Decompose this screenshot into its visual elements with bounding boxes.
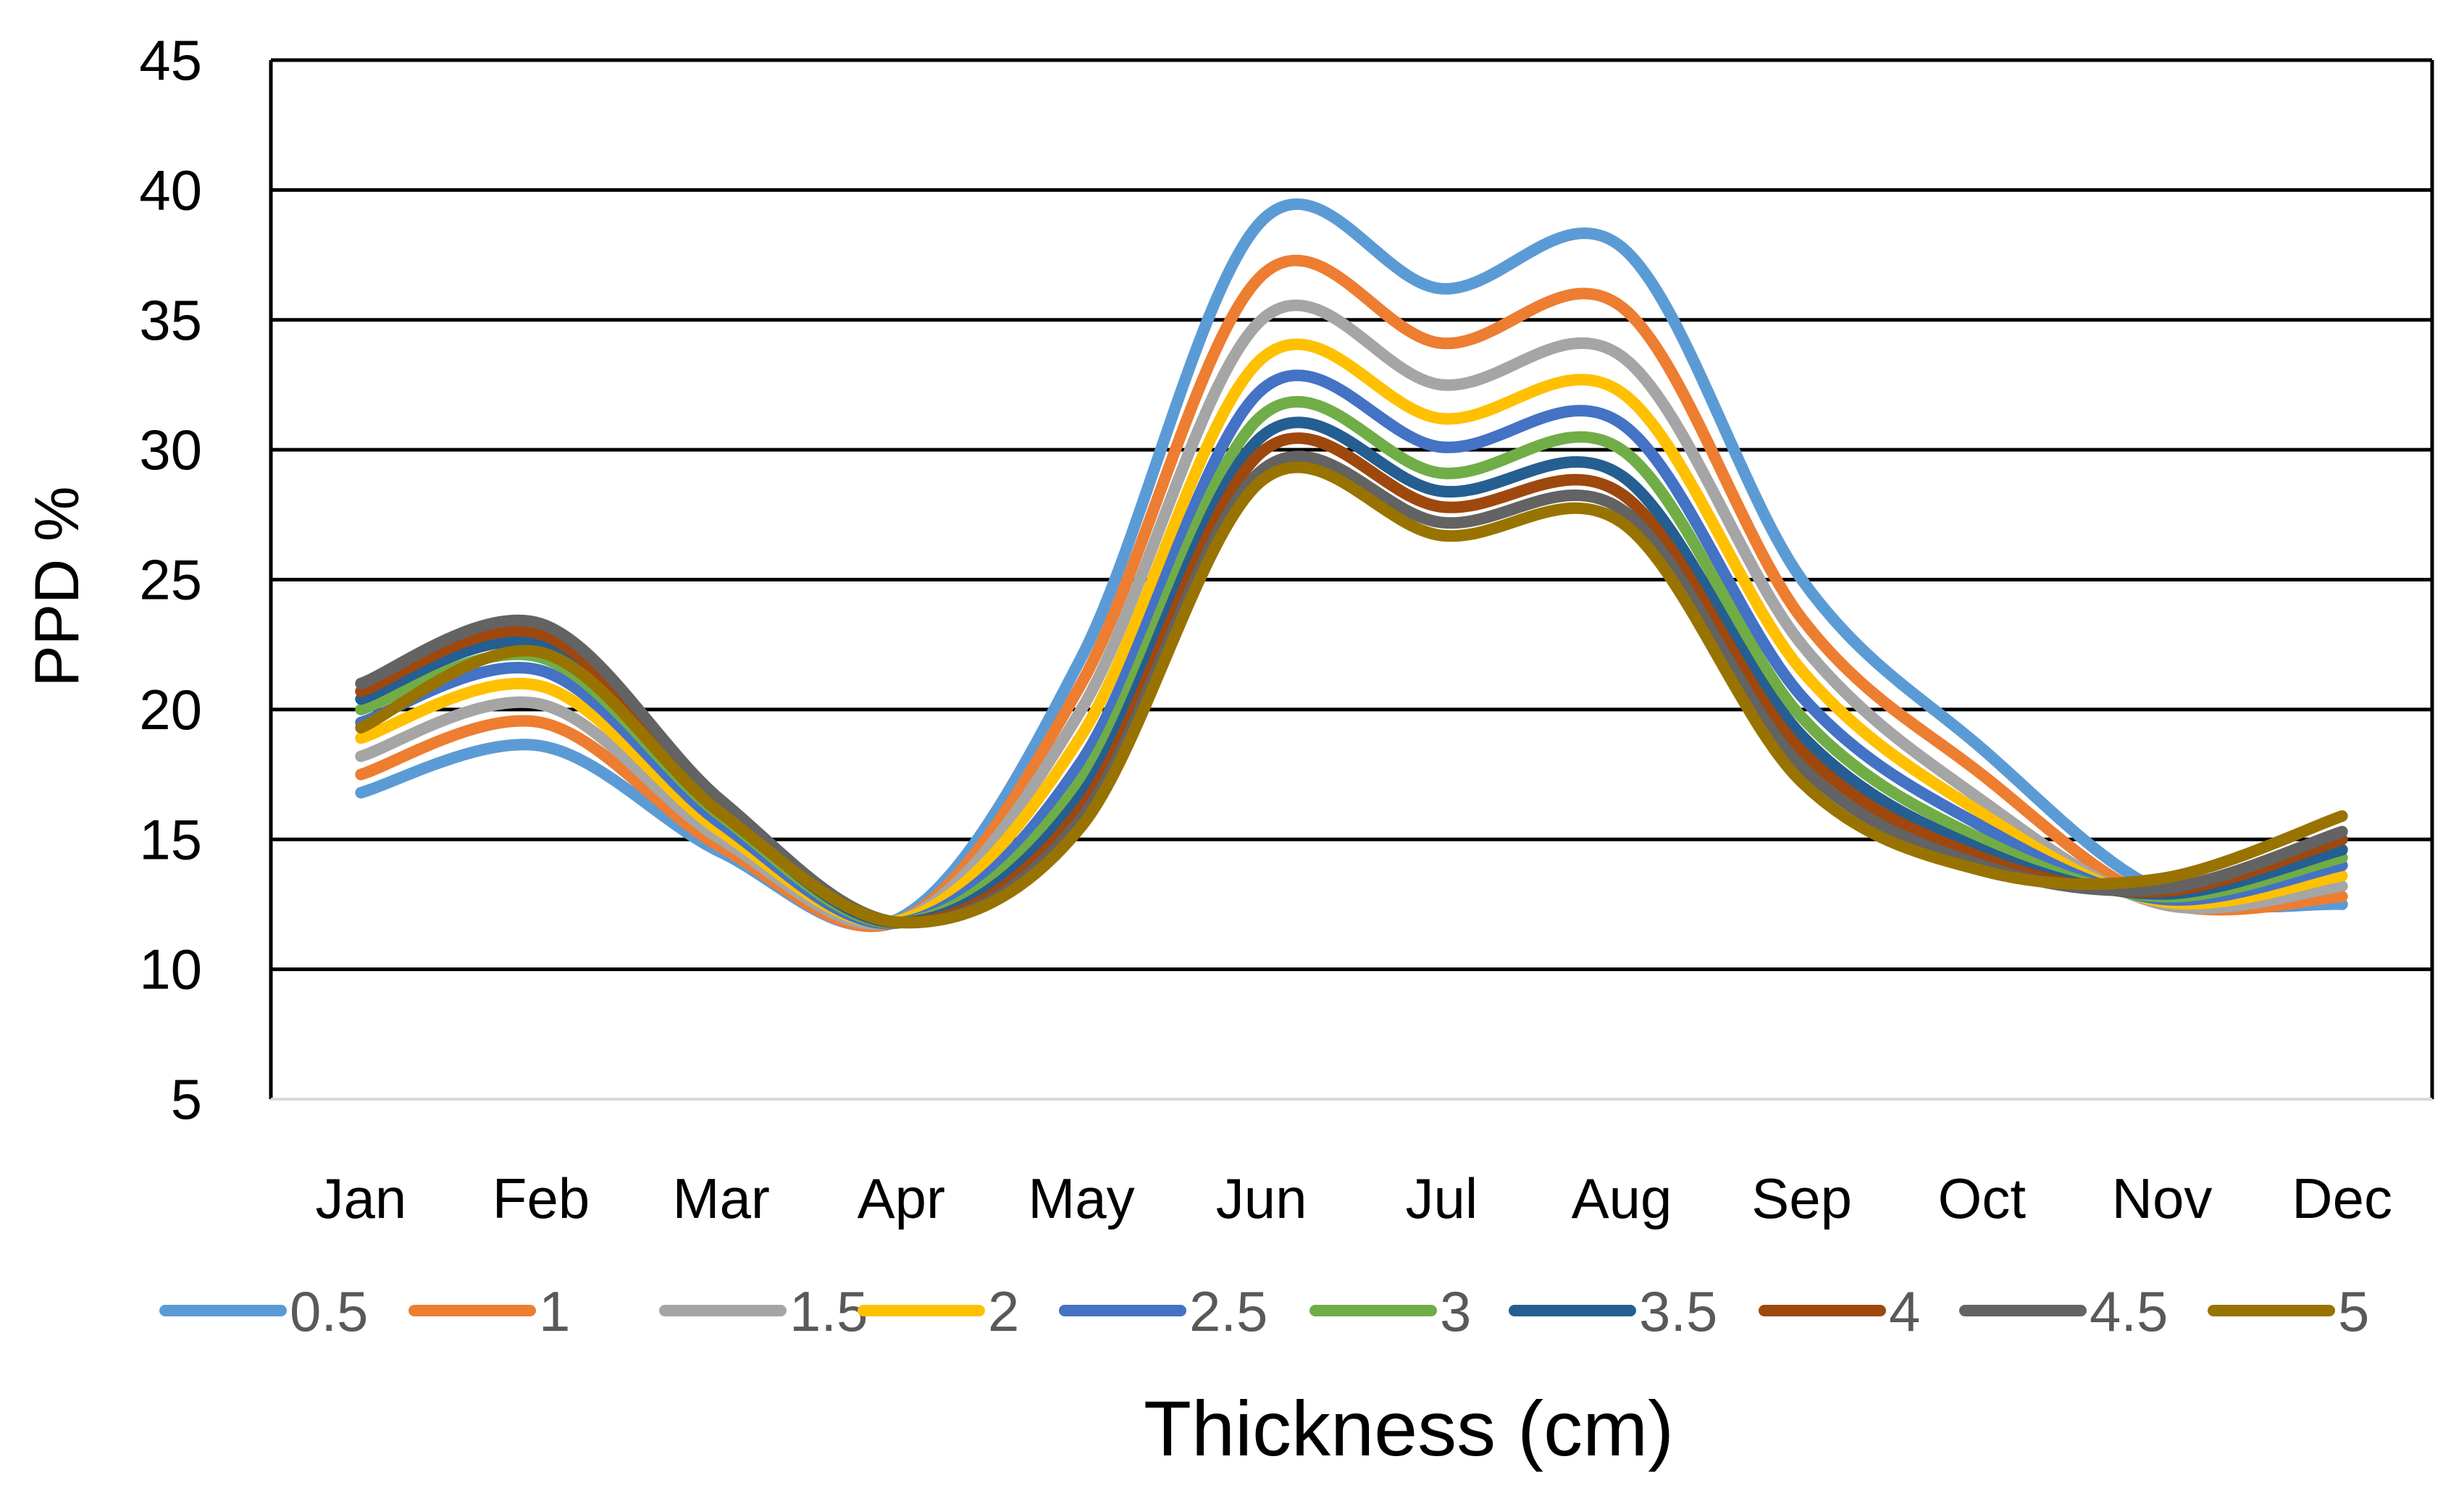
legend-label: 2 [988,1279,1019,1343]
legend-label: 0.5 [290,1279,368,1343]
y-tick-label: 10 [139,938,202,1001]
axes [269,60,2434,1101]
legend: 0.5 1 1.5 2 2.5 3 3.5 4 4.5 5 [159,1279,2369,1343]
y-axis-title: PPD % [22,486,92,686]
x-tick-label: Mar [672,1167,769,1230]
x-tick-label: Jan [315,1167,406,1230]
legend-label: 4 [1889,1279,1920,1343]
y-tick-label: 20 [139,678,202,741]
series-line-2.5 [355,369,2348,930]
y-tick-label: 45 [139,28,202,92]
x-tick-label: Aug [1572,1167,1672,1230]
y-tick-label: 35 [139,288,202,352]
legend-label: 4.5 [2090,1279,2168,1343]
series-line-2 [355,338,2348,928]
series-line-1 [355,254,2348,933]
legend-label: 2.5 [1189,1279,1267,1343]
y-axis-ticks: 5 10 15 20 25 30 35 40 45 [139,28,202,1131]
x-tick-label: Nov [2112,1167,2213,1230]
y-tick-label: 25 [139,548,202,612]
x-tick-label: Sep [1751,1167,1852,1230]
y-tick-label: 30 [139,418,202,482]
legend-label: 3.5 [1639,1279,1717,1343]
gridlines [271,58,2432,972]
y-tick-label: 5 [171,1067,202,1131]
series-line-5 [355,461,2348,929]
legend-label: 1.5 [789,1279,868,1343]
x-tick-label: Dec [2292,1167,2392,1230]
legend-label: 1 [539,1279,570,1343]
x-axis-ticks: Jan Feb Mar Apr May Jun Jul Aug Sep Oct Nov Dec [315,1167,2392,1230]
series-line-1.5 [355,299,2348,930]
x-tick-label: Apr [858,1167,945,1230]
x-tick-label: Jul [1405,1167,1478,1230]
x-tick-label: May [1028,1167,1134,1230]
series-lines [355,198,2348,933]
legend-label: 3 [1440,1279,1471,1343]
x-tick-label: Jun [1216,1167,1307,1230]
legend-label: 5 [2338,1279,2369,1343]
y-tick-label: 15 [139,807,202,871]
x-axis-title: Thickness (cm) [1144,1384,1674,1472]
x-tick-label: Feb [493,1167,590,1230]
series-line-0.5 [355,198,2348,932]
y-tick-label: 40 [139,158,202,222]
x-tick-label: Oct [1938,1167,2027,1230]
